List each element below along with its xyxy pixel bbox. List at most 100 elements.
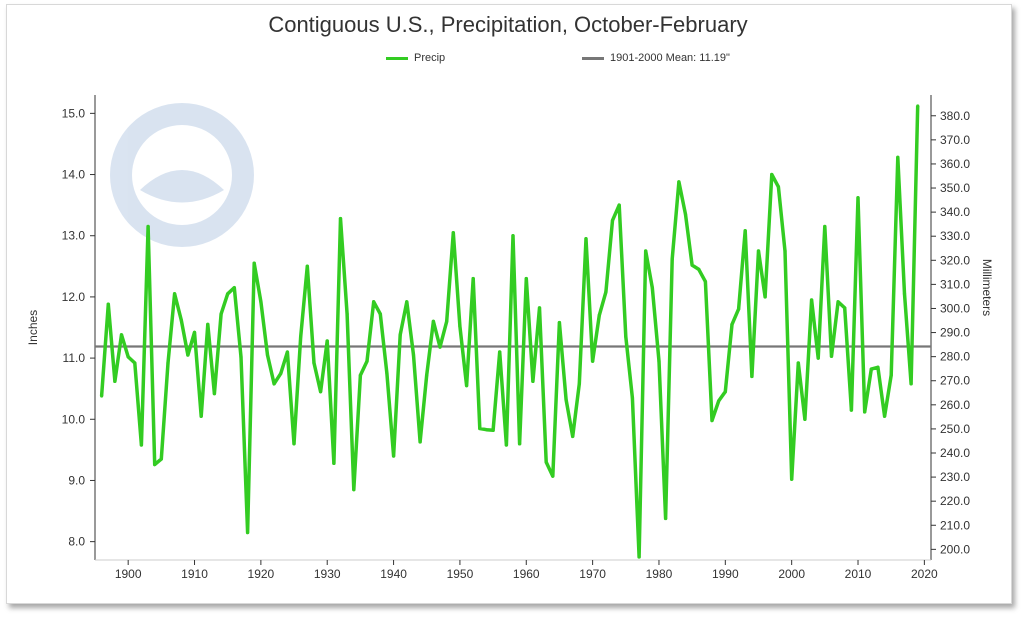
precip-data-point[interactable]: [783, 249, 787, 253]
precip-data-point[interactable]: [173, 292, 177, 296]
precip-data-point[interactable]: [690, 263, 694, 267]
precip-data-point[interactable]: [863, 410, 867, 414]
precip-data-point[interactable]: [683, 212, 688, 216]
precip-data-point[interactable]: [644, 249, 648, 253]
precip-data-point[interactable]: [252, 261, 256, 265]
precip-data-point[interactable]: [790, 477, 794, 481]
precip-data-point[interactable]: [206, 322, 210, 327]
precip-data-point[interactable]: [617, 203, 621, 207]
precip-data-point[interactable]: [106, 302, 110, 306]
precip-data-point[interactable]: [418, 440, 422, 444]
precip-data-point[interactable]: [405, 300, 409, 304]
precip-data-point[interactable]: [438, 345, 442, 349]
precip-data-point[interactable]: [750, 374, 754, 379]
precip-data-point[interactable]: [736, 307, 741, 311]
precip-data-point[interactable]: [816, 356, 820, 360]
precip-data-point[interactable]: [279, 371, 283, 375]
precip-series-line[interactable]: [99, 105, 920, 559]
precip-data-point[interactable]: [776, 185, 780, 189]
precip-data-point[interactable]: [624, 335, 628, 339]
precip-data-point[interactable]: [902, 292, 907, 296]
precip-data-point[interactable]: [166, 361, 170, 365]
precip-data-point[interactable]: [318, 390, 323, 394]
precip-data-point[interactable]: [431, 319, 435, 323]
precip-data-point[interactable]: [119, 333, 124, 337]
precip-data-point[interactable]: [710, 418, 714, 423]
precip-data-point[interactable]: [511, 234, 515, 238]
precip-data-point[interactable]: [445, 319, 449, 323]
precip-data-point[interactable]: [246, 530, 250, 535]
precip-data-point[interactable]: [876, 365, 880, 369]
precip-data-point[interactable]: [484, 428, 489, 432]
precip-data-point[interactable]: [849, 408, 853, 412]
precip-data-point[interactable]: [544, 460, 548, 464]
precip-data-point[interactable]: [829, 354, 834, 358]
precip-data-point[interactable]: [345, 312, 349, 316]
precip-data-point[interactable]: [869, 367, 873, 371]
precip-data-point[interactable]: [146, 224, 150, 229]
precip-data-point[interactable]: [571, 434, 575, 439]
precip-data-point[interactable]: [564, 398, 568, 402]
precip-data-point[interactable]: [391, 454, 396, 458]
precip-data-point[interactable]: [504, 443, 508, 447]
precip-data-point[interactable]: [219, 312, 223, 316]
precip-data-point[interactable]: [531, 379, 535, 383]
precip-data-point[interactable]: [856, 196, 860, 200]
precip-data-point[interactable]: [398, 333, 402, 337]
precip-data-point[interactable]: [896, 155, 900, 160]
precip-data-point[interactable]: [372, 300, 376, 304]
precip-data-point[interactable]: [677, 180, 681, 184]
precip-data-point[interactable]: [889, 373, 893, 377]
precip-data-point[interactable]: [770, 172, 774, 177]
precip-data-point[interactable]: [803, 417, 807, 421]
precip-data-point[interactable]: [451, 231, 455, 235]
precip-data-point[interactable]: [743, 229, 747, 233]
precip-data-point[interactable]: [133, 361, 137, 365]
precip-data-point[interactable]: [577, 382, 581, 386]
precip-data-point[interactable]: [332, 461, 336, 465]
precip-data-point[interactable]: [717, 399, 721, 403]
precip-data-point[interactable]: [153, 462, 157, 467]
precip-data-point[interactable]: [126, 355, 130, 359]
precip-data-point[interactable]: [265, 353, 270, 357]
precip-data-point[interactable]: [843, 306, 847, 310]
precip-data-point[interactable]: [597, 313, 601, 317]
precip-data-point[interactable]: [192, 330, 197, 334]
precip-data-point[interactable]: [610, 218, 615, 223]
precip-data-point[interactable]: [491, 428, 495, 432]
precip-data-point[interactable]: [464, 384, 469, 388]
precip-data-point[interactable]: [909, 382, 913, 386]
legend-item-mean[interactable]: 1901-2000 Mean: 11.19": [582, 52, 730, 64]
precip-data-point[interactable]: [916, 104, 920, 108]
precip-data-point[interactable]: [325, 339, 329, 343]
precip-data-point[interactable]: [670, 257, 674, 261]
legend-item-precip[interactable]: Precip: [386, 52, 445, 64]
precip-data-point[interactable]: [524, 276, 528, 281]
precip-data-point[interactable]: [637, 555, 641, 559]
precip-data-point[interactable]: [139, 443, 144, 447]
precip-data-point[interactable]: [100, 394, 104, 398]
precip-data-point[interactable]: [604, 290, 608, 294]
precip-data-point[interactable]: [179, 318, 183, 322]
precip-data-point[interactable]: [385, 371, 389, 375]
precip-data-point[interactable]: [723, 390, 727, 394]
precip-data-point[interactable]: [551, 474, 555, 478]
precip-data-point[interactable]: [212, 391, 217, 396]
precip-data-point[interactable]: [882, 414, 887, 418]
precip-data-point[interactable]: [338, 216, 343, 221]
precip-data-point[interactable]: [358, 373, 362, 377]
precip-data-point[interactable]: [823, 224, 827, 229]
precip-data-point[interactable]: [199, 414, 203, 418]
precip-data-point[interactable]: [378, 312, 382, 316]
precip-data-point[interactable]: [239, 355, 243, 359]
precip-data-point[interactable]: [259, 300, 263, 304]
precip-data-point[interactable]: [226, 292, 230, 296]
precip-data-point[interactable]: [272, 382, 276, 386]
precip-data-point[interactable]: [285, 350, 290, 354]
precip-data-point[interactable]: [591, 359, 595, 363]
precip-data-point[interactable]: [557, 321, 562, 325]
precip-data-point[interactable]: [113, 379, 117, 383]
precip-data-point[interactable]: [703, 280, 708, 284]
precip-data-point[interactable]: [630, 396, 635, 400]
precip-data-point[interactable]: [730, 322, 734, 327]
